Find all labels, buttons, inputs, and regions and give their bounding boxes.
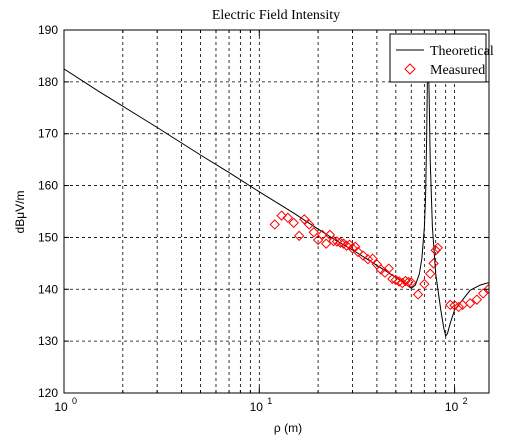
data-point-measured <box>308 227 319 238</box>
data-point-measured <box>350 241 361 252</box>
data-point-measured <box>347 243 358 254</box>
chart-title: Electric Field Intensity <box>212 8 340 23</box>
plot-border <box>63 29 490 394</box>
data-point-measured <box>445 299 456 311</box>
data-point-measured <box>331 236 343 247</box>
y-tick-label: 170 <box>38 127 58 141</box>
x-tick-exponent: 2 <box>463 396 468 406</box>
plot-frame <box>64 30 489 393</box>
x-tick-exponent: 1 <box>267 396 272 406</box>
y-tick-label: 120 <box>38 386 58 400</box>
data-point-measured <box>276 210 287 221</box>
data-point-measured <box>387 273 398 285</box>
legend-label-theoretical: Theoretical <box>430 44 494 59</box>
y-tick-label: 140 <box>38 282 58 296</box>
x-tick-label: 10 <box>250 400 264 414</box>
data-point-measured <box>403 276 414 288</box>
y-tick-labels: 120 130 140 150 160 170 180 190 <box>38 23 58 400</box>
data-point-measured <box>425 268 436 279</box>
data-point-measured <box>303 219 315 230</box>
data-point-measured <box>282 212 294 223</box>
data-point-measured <box>288 217 299 229</box>
data-point-measured <box>269 219 280 230</box>
data-point-measured <box>362 254 374 265</box>
data-point-measured <box>453 301 464 313</box>
data-point-measured <box>406 277 417 288</box>
y-tick-label: 190 <box>38 23 58 37</box>
legend-box <box>389 33 487 83</box>
y-tick-label: 150 <box>38 230 58 244</box>
plot-area <box>63 29 490 394</box>
data-point-measured <box>317 229 328 241</box>
y-tick-label: 130 <box>38 334 58 348</box>
data-point-measured <box>412 289 424 300</box>
data-point-measured <box>367 253 378 264</box>
data-point-measured <box>299 214 310 225</box>
data-point-measured <box>379 267 391 278</box>
legend: Theoretical Measured <box>389 33 494 83</box>
legend-label-measured: Measured <box>430 63 485 78</box>
data-point-measured <box>344 239 355 250</box>
y-axis-label: dBμV/m <box>13 191 27 234</box>
x-axis-label: ρ (m) <box>274 421 302 435</box>
data-point-measured <box>477 288 489 299</box>
data-point-measured <box>328 235 339 247</box>
y-tick-label: 160 <box>38 179 58 193</box>
data-point-measured <box>471 294 483 305</box>
data-point-measured <box>341 240 352 251</box>
data-point-measured <box>352 246 364 258</box>
data-point-measured <box>320 238 332 249</box>
data-point-measured <box>357 250 369 261</box>
data-point-measured <box>432 242 443 254</box>
data-point-measured <box>400 275 411 287</box>
data-point-measured <box>397 277 408 289</box>
data-point-measured <box>390 274 402 286</box>
data-point-measured <box>293 230 305 242</box>
data-point-measured <box>464 298 476 309</box>
data-point-measured <box>335 237 346 248</box>
tick-marks <box>63 29 489 394</box>
data-point-measured <box>430 245 441 256</box>
y-tick-label: 180 <box>38 75 58 89</box>
legend-marker-measured <box>404 63 416 75</box>
x-tick-labels: 10 0 10 1 10 2 <box>54 396 467 414</box>
data-point-measured <box>383 263 394 274</box>
x-tick-label: 10 <box>445 400 459 414</box>
x-tick-label: 10 <box>54 400 68 414</box>
data-point-measured <box>419 278 430 290</box>
data-point-measured <box>324 229 336 241</box>
data-point-measured <box>483 283 489 294</box>
data-point-measured <box>338 238 349 249</box>
series-layer <box>64 40 489 338</box>
x-tick-exponent: 0 <box>72 396 77 406</box>
series-line-theoretical <box>64 40 489 338</box>
grid-x <box>122 30 456 393</box>
data-point-measured <box>428 258 439 269</box>
